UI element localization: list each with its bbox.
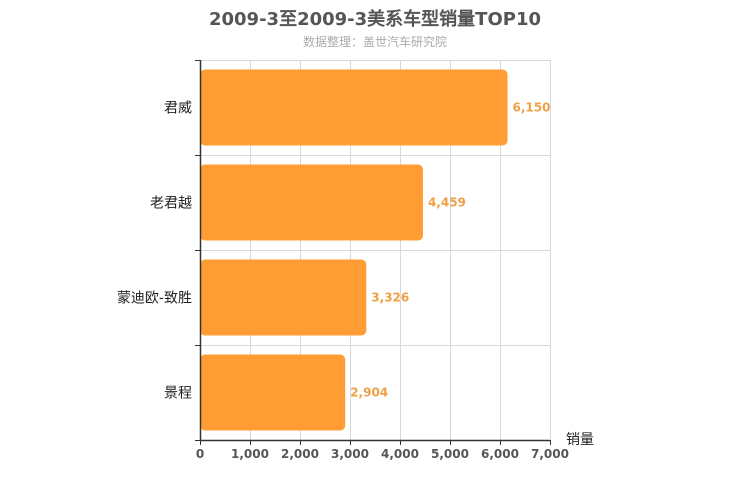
- x-tick-label: 2,000: [281, 447, 319, 461]
- x-tick-label: 6,000: [481, 447, 519, 461]
- chart-subtitle: 数据整理：盖世汽车研究院: [302, 35, 447, 49]
- x-tick-label: 4,000: [381, 447, 419, 461]
- category-label: 君威: [164, 101, 192, 117]
- bar: [200, 354, 346, 431]
- bar-value-label: 6,150: [513, 101, 551, 115]
- bar: [200, 164, 423, 241]
- x-tick-label: 3,000: [331, 447, 369, 461]
- bar-value-label: 4,459: [428, 196, 466, 210]
- category-label: 景程: [164, 386, 192, 402]
- x-tick-label: 1,000: [231, 447, 269, 461]
- labels: 6,150 君威 4,459 老君越 3,326 蒙迪欧-致胜 2,904 景程 0 1,000 2…: [117, 101, 594, 462]
- bars: [200, 69, 508, 431]
- axes: [195, 60, 551, 445]
- category-label: 老君越: [150, 196, 192, 212]
- x-tick-label: 0: [196, 447, 204, 461]
- chart-title: 2009-3至2009-3美系车型销量TOP10: [208, 9, 541, 30]
- bar: [200, 69, 508, 146]
- x-axis-title: 销量: [566, 432, 594, 448]
- x-tick-label: 5,000: [431, 447, 469, 461]
- bar: [200, 259, 367, 336]
- bar-value-label: 2,904: [350, 386, 388, 400]
- category-label: 蒙迪欧-致胜: [117, 291, 192, 307]
- bar-value-label: 3,326: [371, 291, 409, 305]
- x-tick-label: 7,000: [531, 447, 569, 461]
